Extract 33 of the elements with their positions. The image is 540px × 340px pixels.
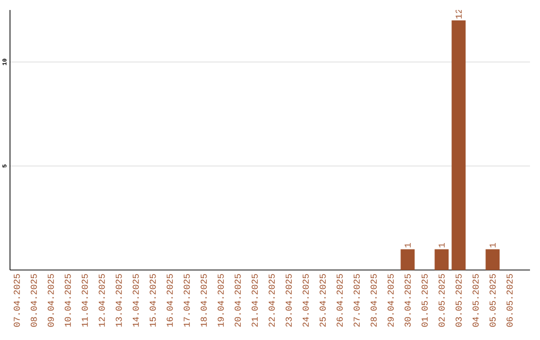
data-label: 1 xyxy=(438,243,445,248)
x-tick-label: 30.04.2025 xyxy=(404,274,411,327)
x-tick-label: 24.04.2025 xyxy=(302,274,309,327)
data-label: 1 xyxy=(490,243,496,248)
x-tick-label: 14.04.2025 xyxy=(132,274,139,327)
x-tick-label: 29.04.2025 xyxy=(388,274,394,327)
x-tick-label: 12.04.2025 xyxy=(98,274,105,327)
x-tick-label: 17.04.2025 xyxy=(184,274,190,327)
x-tick-label: 13.04.2025 xyxy=(116,274,122,327)
x-tick-label: 11.04.2025 xyxy=(82,274,88,327)
x-tick-label: 05.05.2025 xyxy=(490,274,496,327)
x-tick-label: 25.04.2025 xyxy=(320,274,326,327)
x-tick-label: 26.04.2025 xyxy=(336,274,343,327)
x-tick-label: 28.04.2025 xyxy=(370,274,377,327)
x-tick-label: 20.04.2025 xyxy=(234,274,241,327)
x-tick-label: 03.05.2025 xyxy=(456,274,462,327)
x-tick-label: 01.05.2025 xyxy=(422,274,428,327)
data-label: 1 xyxy=(404,243,411,248)
x-tick-label: 10.04.2025 xyxy=(64,274,71,327)
x-tick-label: 04.05.2025 xyxy=(472,274,479,327)
x-tick-label: 16.04.2025 xyxy=(166,274,173,327)
x-tick-label: 23.04.2025 xyxy=(286,274,292,327)
x-tick-label: 21.04.2025 xyxy=(252,274,258,327)
x-tick-label: 15.04.2025 xyxy=(150,274,156,327)
x-tick-label: 19.04.2025 xyxy=(218,274,224,327)
x-tick-label: 27.04.2025 xyxy=(354,274,360,327)
x-tick-label: 18.04.2025 xyxy=(200,274,207,327)
x-tick-label: 08.04.2025 xyxy=(30,274,37,327)
x-tick-label: 22.04.2025 xyxy=(268,274,275,327)
x-tick-label: 06.05.2025 xyxy=(506,274,513,327)
x-tick-label: 02.05.2025 xyxy=(438,274,445,327)
x-tick-label: 09.04.2025 xyxy=(48,274,54,327)
x-tick-label: 07.04.2025 xyxy=(14,274,20,327)
